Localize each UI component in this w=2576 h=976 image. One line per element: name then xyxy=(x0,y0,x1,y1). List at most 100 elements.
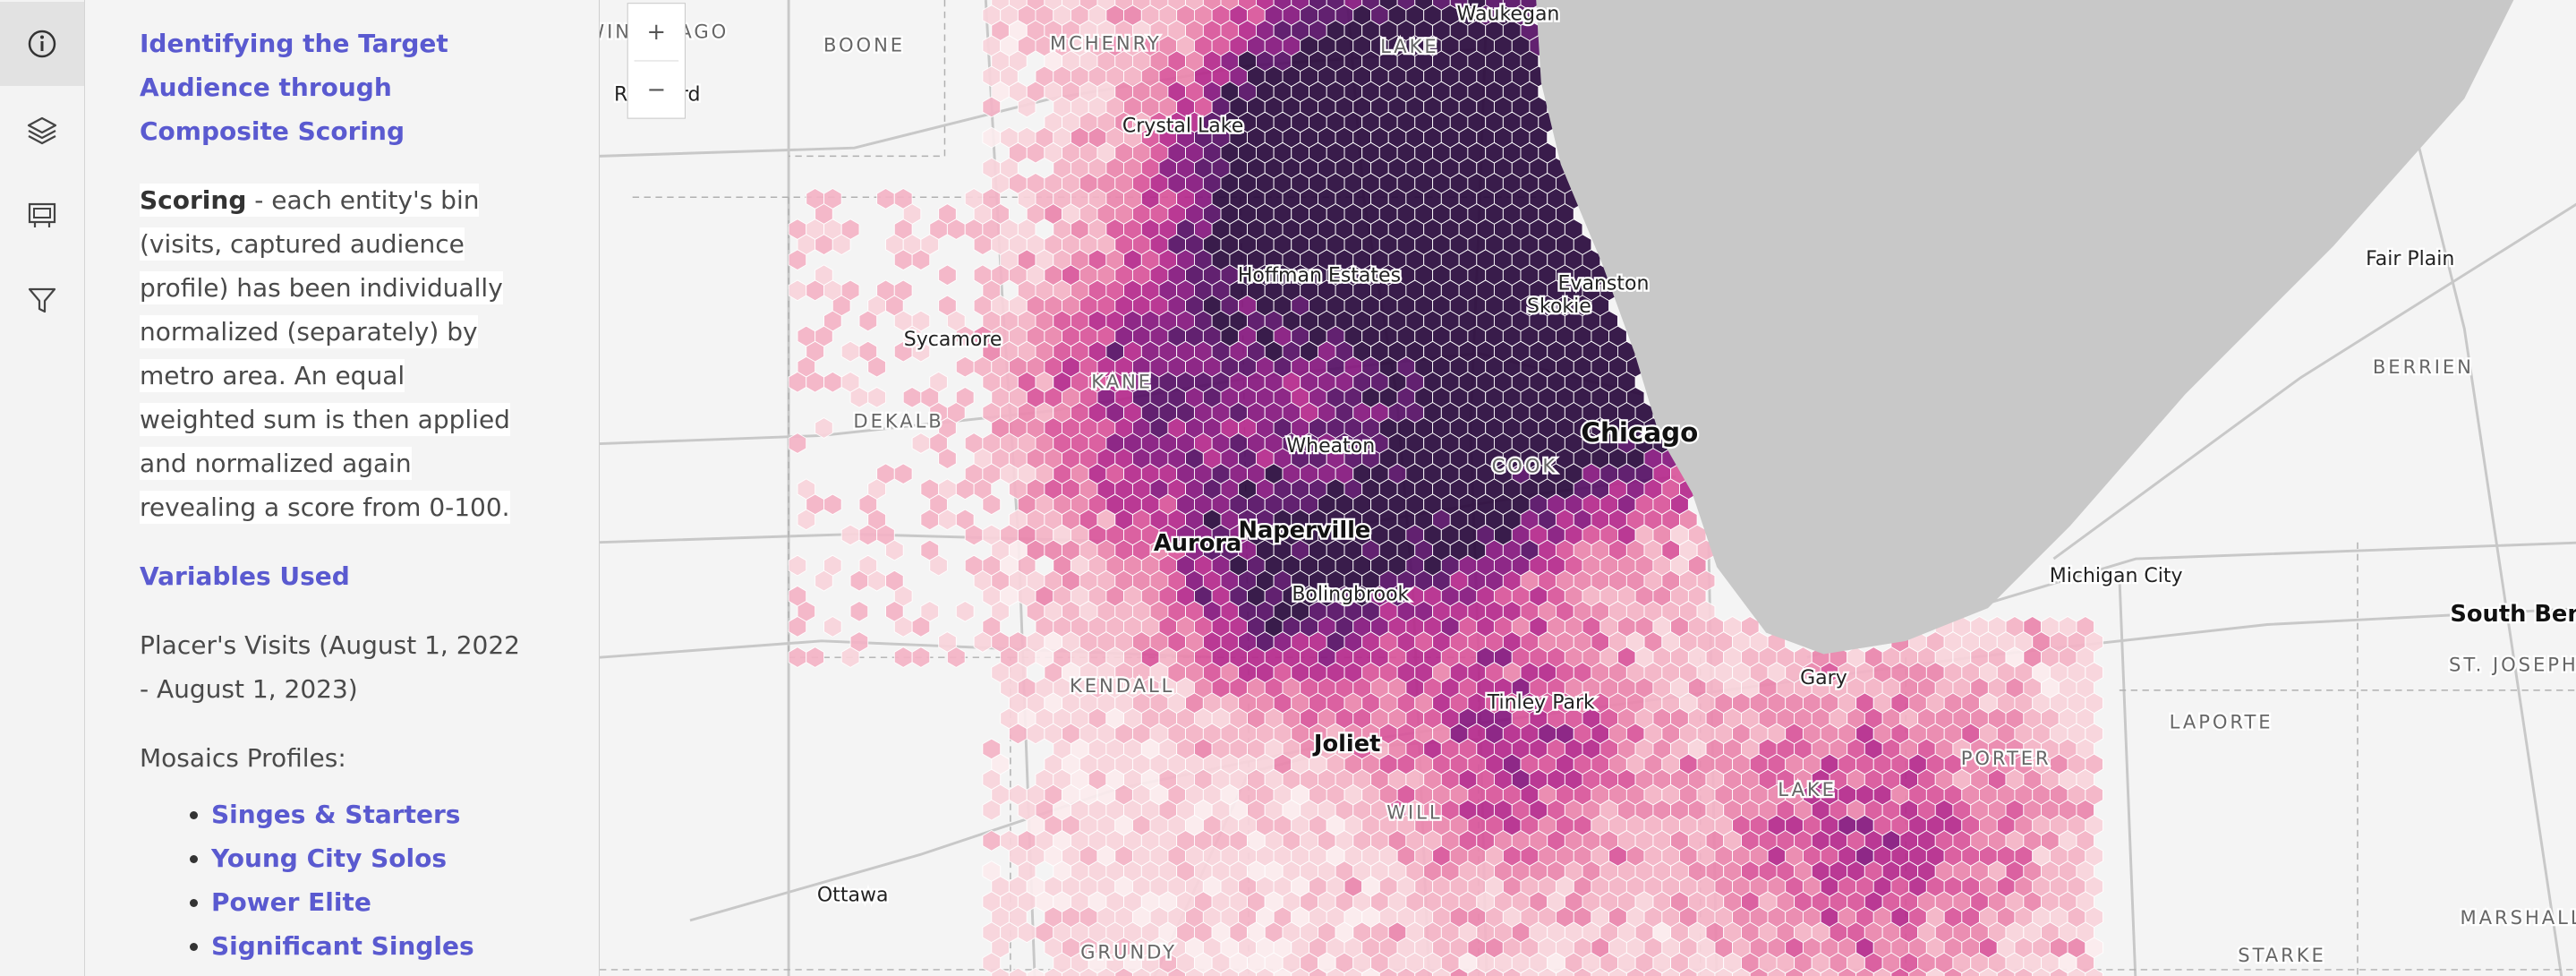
hex-bin xyxy=(1017,96,1036,118)
map-label: Bolingbrook xyxy=(1292,583,1409,605)
hex-bin xyxy=(806,646,825,668)
hex-bin xyxy=(823,493,842,516)
hex-bin xyxy=(849,600,869,622)
map-label: KANE xyxy=(1091,371,1153,393)
info-icon xyxy=(28,30,56,58)
map-label: ST. JOSEPH xyxy=(2449,653,2576,675)
hex-bin xyxy=(867,355,887,378)
map-label: Tinley Park xyxy=(1487,692,1595,715)
profile-item: Young City Solos xyxy=(211,836,525,880)
hex-bin xyxy=(982,493,1002,516)
panel-content: Identifying the Target Audience through … xyxy=(140,21,525,968)
legend-icon xyxy=(28,202,56,227)
hex-bin xyxy=(788,432,807,454)
hex-bin xyxy=(946,646,966,668)
map-layer: WINNEBAGORockfordBOONEMCHENRYLAKEWaukega… xyxy=(600,0,2576,976)
mosaics-label: Mosaics Profiles: xyxy=(140,743,346,773)
hex-bin xyxy=(938,448,957,470)
road xyxy=(2052,202,2576,561)
scoring-text: - each entity's bin (visits, captured au… xyxy=(140,185,510,522)
map-label: GRUNDY xyxy=(1080,941,1177,963)
filter-button[interactable] xyxy=(0,258,84,342)
hex-bin xyxy=(893,463,913,485)
road xyxy=(2118,575,2137,976)
hex-bin xyxy=(858,310,878,332)
info-panel: Identifying the Target Audience through … xyxy=(85,0,600,976)
map-label: Chicago xyxy=(1581,417,1698,448)
visits-text: Placer's Visits (August 1, 2022 - August… xyxy=(140,630,520,704)
scoring-term: Scoring xyxy=(140,185,247,215)
map-label: Gary xyxy=(1800,667,1847,689)
zoom-in[interactable]: + xyxy=(647,19,667,46)
info-button[interactable] xyxy=(0,2,84,86)
boundary xyxy=(788,197,1011,976)
hex-bin xyxy=(815,569,833,592)
boundary xyxy=(789,0,946,158)
hex-bin xyxy=(867,386,887,408)
tool-strip xyxy=(0,0,85,976)
hex-bin xyxy=(955,600,975,622)
map-label: STARKE xyxy=(2238,944,2326,966)
hex-bin xyxy=(788,249,807,271)
layers-icon xyxy=(27,116,57,145)
map-label: Ottawa xyxy=(817,884,889,906)
hex-bin xyxy=(2085,967,2103,976)
map-label: Fair Plain xyxy=(2366,248,2454,270)
hex-bin xyxy=(929,554,948,577)
map-label: Aurora xyxy=(1154,530,1242,557)
panel-title: Identifying the Target Audience through … xyxy=(140,29,448,146)
map-label: COOK xyxy=(1492,454,1558,476)
hex-bin xyxy=(832,234,851,256)
hex-bin xyxy=(815,417,833,439)
map-label: BOONE xyxy=(823,33,905,56)
map-label: LAKE xyxy=(1380,35,1439,57)
profile-item: Significant Singles xyxy=(211,924,525,968)
lake-michigan xyxy=(1536,0,2514,655)
profile-item: Singes & Starters xyxy=(211,792,525,836)
hex-bin xyxy=(885,539,904,561)
scoring-paragraph: Scoring - each entity's bin (visits, cap… xyxy=(140,178,525,529)
map-label: LAPORTE xyxy=(2170,711,2273,733)
map-label: BERRIEN xyxy=(2373,355,2474,378)
hex-bin xyxy=(982,799,1002,821)
hex-bins xyxy=(788,0,2103,976)
hex-bin xyxy=(911,646,931,668)
hex-bin xyxy=(982,96,1002,118)
hex-bin xyxy=(911,615,931,638)
layers-button[interactable] xyxy=(0,88,84,172)
profile-list: Singes & Starters Young City Solos Power… xyxy=(140,792,525,968)
map: WINNEBAGORockfordBOONEMCHENRYLAKEWaukega… xyxy=(600,0,2576,976)
map-label: MCHENRY xyxy=(1050,32,1162,55)
hex-bin xyxy=(938,264,957,287)
map-label: Sycamore xyxy=(904,329,1002,351)
zoom-out[interactable]: − xyxy=(647,76,667,103)
map-label: Crystal Lake xyxy=(1122,115,1243,137)
map-label: MARSHALL xyxy=(2461,906,2576,929)
hex-bin xyxy=(911,249,931,271)
map-label: DEKALB xyxy=(853,410,943,432)
hex-bin xyxy=(788,554,807,577)
legend-button[interactable] xyxy=(0,173,84,257)
zoom-control: + − xyxy=(627,3,686,119)
map-label: Michigan City xyxy=(2050,565,2183,587)
map-label: Wheaton xyxy=(1286,435,1375,458)
hex-bin xyxy=(788,615,807,638)
filter-icon xyxy=(28,287,56,313)
map-label: Joliet xyxy=(1312,731,1381,758)
variables-heading: Variables Used xyxy=(140,561,350,591)
map-label: South Bend xyxy=(2450,601,2576,628)
hex-bin xyxy=(797,509,816,531)
map-label: Naperville xyxy=(1238,517,1370,544)
map-label: KENDALL xyxy=(1070,674,1174,697)
map-label: WILL xyxy=(1386,801,1442,824)
hex-bin xyxy=(823,615,842,638)
boundary xyxy=(2119,542,2576,976)
hex-bin xyxy=(911,340,931,363)
hex-bin xyxy=(840,646,860,668)
map-label: Skokie xyxy=(1527,295,1591,318)
map-label: Waukegan xyxy=(1457,4,1560,26)
profile-item: Power Elite xyxy=(211,880,525,924)
map-label: Evanston xyxy=(1558,273,1650,295)
map-label: Hoffman Estates xyxy=(1238,264,1401,287)
